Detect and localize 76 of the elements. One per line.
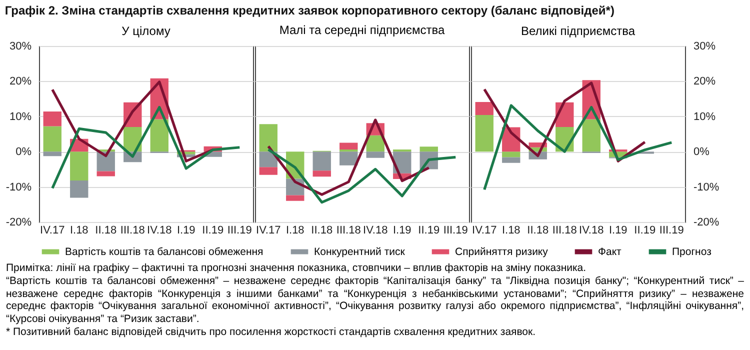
y-tick-label: 30% [9,40,32,52]
y-tick-label: -20% [6,216,32,228]
bar [70,152,88,180]
bar [312,152,331,171]
bar [340,142,358,150]
x-tick-label: III.19 [443,224,468,236]
bar [340,149,358,152]
bar [259,124,278,152]
chart-title: Малі та середні підприємства [279,23,446,37]
x-tick-label: II.19 [634,224,656,236]
bar [393,152,412,174]
bar [366,152,384,158]
text: “Вартість коштів та балансові обмеження” – незважене середнє факторів “Капіталізація банку” та "Ліквідна позиція банку"; “Конкурентний тиск” – незважене середнє факторів “Конкуренція з іншими банками” та “Конкуренція з небанківськими установами”; “Сприйняття ризику” – незважене середнє факторів “Очікування загальної економічної активності”, “Очікування розвитку галузі або окремого підприємства”, “Інфляційні очікування”, “Курсові очікування” та “Ризик застави”. [6,274,744,326]
x-tick-label: II.18 [527,224,549,236]
bar [502,152,520,158]
y-tick-label: -10% [694,181,720,194]
y-tick-label: 20% [9,76,32,88]
line-series [51,80,214,162]
bar [286,195,304,201]
bar [43,126,62,152]
bar [96,152,115,172]
x-tick-label: III.18 [336,224,361,236]
bar [502,157,520,163]
x-tick-label: III.19 [659,224,684,236]
bar [340,152,358,166]
legend-label: Конкурентний тиск [314,246,406,258]
bar [475,114,494,152]
x-tick-label: I.19 [608,224,628,236]
bar [312,170,331,177]
y-tick-label: 0% [16,146,32,158]
line-series [51,106,241,190]
bar [150,119,168,152]
text: * Позитивний баланс відповідей свідчить про посилення жорсткості стандартів схвалення кредитних заявок. [6,326,537,339]
bar [70,180,88,198]
y-tick-label: 0% [694,146,710,158]
x-tick-label: I.19 [176,224,196,236]
chart-title: Великі підприємства [520,24,636,38]
x-tick-label: IV.17 [40,224,65,236]
line-series [483,104,673,191]
legend-label: Сприйняття ризику [455,246,549,258]
bar [96,171,115,176]
x-tick-label: IV.18 [579,224,604,236]
x-tick-label: III.18 [552,224,577,236]
x-tick-label: IV.18 [363,224,388,236]
legend-label: Вартість коштів та балансові обмеження [65,246,264,258]
x-tick-label: IV.17 [256,224,281,236]
legend-label: Факт [598,246,622,258]
x-tick-label: II.18 [311,224,333,236]
bar [259,167,278,175]
x-tick-label: II.18 [95,224,117,236]
x-tick-label: IV.17 [472,224,497,236]
bar [393,149,412,152]
x-tick-label: II.19 [202,224,224,236]
y-tick-label: 20% [694,76,716,88]
y-tick-label: 30% [694,40,716,52]
x-tick-label: III.19 [227,224,252,236]
x-tick-label: I.18 [502,224,520,236]
legend-label: Прогноз [672,246,712,258]
text: Примітка: лінії на графіку – фактичні та прогнозні значення показника, стовпчики – вплив факторів на зміну показника. [6,262,588,275]
x-tick-label: I.18 [70,224,88,236]
x-tick-label: III.18 [120,224,145,236]
bar [475,102,494,115]
bar [43,111,62,126]
bar [582,119,600,152]
x-tick-label: I.18 [286,224,304,236]
x-tick-label: II.19 [418,224,440,236]
x-tick-label: IV.18 [147,224,172,236]
y-tick-label: -10% [6,181,32,194]
y-tick-label: -20% [694,216,720,228]
y-tick-label: 10% [694,110,716,123]
bar [43,152,62,156]
text: Графік 2. Зміна стандартів схвалення кредитних заявок корпоративного сектору (баланс відповідей*) [4,4,614,18]
bar [420,146,438,152]
y-tick-label: 10% [9,110,32,123]
chart-subtitle: У цілому [122,24,170,38]
x-tick-label: I.19 [392,224,412,236]
